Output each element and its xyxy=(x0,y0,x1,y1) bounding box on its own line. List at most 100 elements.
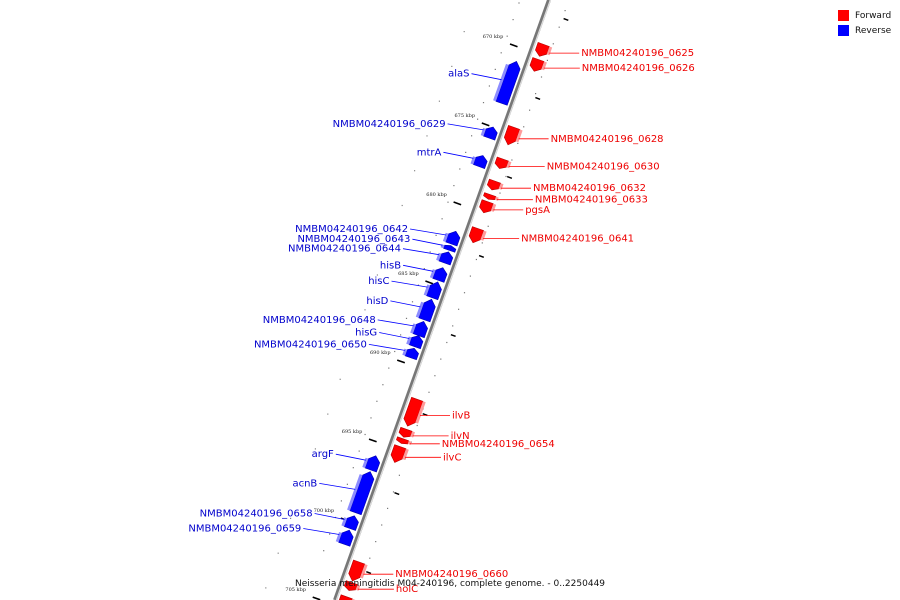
gene-leader-line xyxy=(443,151,474,159)
backbone xyxy=(333,0,552,600)
guide-dot xyxy=(505,175,507,178)
gene-label-ilvn[interactable]: ilvN xyxy=(451,431,470,442)
gene-label-hisg[interactable]: hisG xyxy=(355,328,377,339)
gene-arrow-ilvc[interactable] xyxy=(390,444,407,463)
gene-arrow-mtra[interactable] xyxy=(472,155,488,169)
guide-dot xyxy=(428,391,430,393)
gene-arrow-nmbm04240196-0660[interactable] xyxy=(348,559,366,582)
guide-dot xyxy=(382,384,384,386)
guide-dot xyxy=(540,76,543,78)
gene-label-hisb[interactable]: hisB xyxy=(380,260,401,271)
gene-arrow-nmbm04240196-0625[interactable] xyxy=(535,42,550,57)
scale-tick-label: 685 kbp xyxy=(398,271,419,277)
gene-label-nmbm04240196-0660[interactable]: NMBM04240196_0660 xyxy=(395,569,508,580)
gene-arrow-nmbm04240196-0632[interactable] xyxy=(486,178,502,191)
gene-label-nmbm04240196-0648[interactable]: NMBM04240196_0648 xyxy=(263,315,376,326)
gene-label-nmbm04240196-0644[interactable]: NMBM04240196_0644 xyxy=(288,244,401,255)
gene-bevel xyxy=(493,63,509,102)
guide-dot xyxy=(518,2,520,4)
gene-label-pgsa[interactable]: pgsA xyxy=(525,205,550,216)
gene-label-nmbm04240196-0626[interactable]: NMBM04240196_0626 xyxy=(582,63,695,74)
gene-arrow-nmbm04240196-0641[interactable] xyxy=(468,226,485,244)
gene-arrow-ilvb[interactable] xyxy=(403,396,424,427)
guide-dot xyxy=(277,552,279,554)
gene-arrow-argf[interactable] xyxy=(364,455,381,473)
guide-dot xyxy=(405,317,408,319)
gene-label-hisd[interactable]: hisD xyxy=(366,296,388,307)
gene-features xyxy=(335,42,553,600)
gene-arrow-alas[interactable] xyxy=(495,61,521,106)
legend-reverse: Reverse xyxy=(838,23,891,38)
gene-arrow-nmbm04240196-0654[interactable] xyxy=(396,436,410,445)
gene-label-ilvb[interactable]: ilvB xyxy=(452,410,470,421)
gene-leader-line xyxy=(390,300,421,308)
gene-arrow-nmbm04240196-0633[interactable] xyxy=(483,192,497,201)
gene-arrow-nmbm04240196-0659[interactable] xyxy=(338,529,354,547)
gene-label-nmbm04240196-0654[interactable]: NMBM04240196_0654 xyxy=(442,439,555,450)
gene-leader-line xyxy=(368,344,405,351)
reverse-swatch xyxy=(838,25,849,36)
gene-arrow-hisg[interactable] xyxy=(408,335,424,350)
scale-tick-label: 695 kbp xyxy=(342,429,363,435)
gene-bevel xyxy=(415,301,424,318)
gene-bevel xyxy=(436,252,442,261)
gene-label-nmbm04240196-0643[interactable]: NMBM04240196_0643 xyxy=(297,234,410,245)
guide-dot xyxy=(394,350,396,353)
gene-arrow-nmbm04240196-0643[interactable] xyxy=(443,244,457,253)
gene-arrow-hisb[interactable] xyxy=(432,267,448,283)
gene-leader-line xyxy=(377,319,414,327)
gene-arrow-nmbm04240196-0650[interactable] xyxy=(404,347,419,361)
guide-dot xyxy=(411,301,414,303)
gene-arrow-nmbm04240196-0662[interactable] xyxy=(338,594,353,600)
gene-label-nmbm04240196-0630[interactable]: NMBM04240196_0630 xyxy=(547,162,660,173)
gene-bevel xyxy=(362,457,369,468)
scale-tick xyxy=(453,201,462,206)
gene-arrow-hisc[interactable] xyxy=(426,281,442,301)
gene-label-nmbm04240196-0633[interactable]: NMBM04240196_0633 xyxy=(535,195,648,206)
guide-dot xyxy=(511,159,513,161)
forward-swatch xyxy=(838,10,849,21)
gene-label-nmbm04240196-0629[interactable]: NMBM04240196_0629 xyxy=(333,119,446,130)
gene-bevel xyxy=(480,127,486,137)
guide-dot xyxy=(352,467,354,469)
gene-label-nmbm04240196-0658[interactable]: NMBM04240196_0658 xyxy=(200,509,313,520)
gene-label-holc[interactable]: holC xyxy=(396,584,418,595)
gene-label-mtra[interactable]: mtrA xyxy=(417,147,442,158)
gene-label-nmbm04240196-0632[interactable]: NMBM04240196_0632 xyxy=(533,183,646,194)
gene-label-nmbm04240196-0650[interactable]: NMBM04240196_0650 xyxy=(254,339,367,350)
gene-arrow-ilvn[interactable] xyxy=(398,426,413,438)
gene-arrow-nmbm04240196-0626[interactable] xyxy=(529,57,545,72)
gene-arrow-acnb[interactable] xyxy=(349,471,375,516)
gene-bevel xyxy=(541,61,547,71)
gene-label-hisc[interactable]: hisC xyxy=(368,276,389,287)
gene-arrow-holc[interactable] xyxy=(343,580,358,591)
guide-dot xyxy=(400,334,402,336)
gene-arrow-nmbm04240196-0628[interactable] xyxy=(503,125,521,146)
gene-label-nmbm04240196-0641[interactable]: NMBM04240196_0641 xyxy=(521,233,634,244)
guide-dot xyxy=(389,239,391,241)
gene-label-nmbm04240196-0659[interactable]: NMBM04240196_0659 xyxy=(188,524,301,535)
guide-dot xyxy=(451,65,453,67)
gene-arrow-nmbm04240196-0648[interactable] xyxy=(412,321,428,339)
gene-arrow-nmbm04240196-0629[interactable] xyxy=(483,126,498,141)
gene-label-argf[interactable]: argF xyxy=(312,449,334,460)
gene-bevel xyxy=(360,564,368,579)
scale-tick-label: 700 kbp xyxy=(314,508,335,514)
gene-arrow-nmbm04240196-0630[interactable] xyxy=(494,156,509,169)
gene-arrow-hisd[interactable] xyxy=(418,298,436,323)
gene-label-acnb[interactable]: acnB xyxy=(292,478,317,489)
gene-arrow-nmbm04240196-0658[interactable] xyxy=(343,515,359,531)
gene-arrow-nmbm04240196-0644[interactable] xyxy=(438,251,454,266)
gene-bevel xyxy=(498,183,504,190)
guide-dot xyxy=(494,68,496,70)
guide-dot xyxy=(452,325,454,327)
gene-label-nmbm04240196-0642[interactable]: NMBM04240196_0642 xyxy=(295,224,408,235)
map-caption: Neisseria meningitidis M04-240196, compl… xyxy=(294,579,606,589)
gene-arrow-pgsa[interactable] xyxy=(479,199,494,214)
gene-arrow-nmbm04240196-0642[interactable] xyxy=(445,230,461,247)
gene-label-nmbm04240196-0628[interactable]: NMBM04240196_0628 xyxy=(551,134,664,145)
gene-label-nmbm04240196-0625[interactable]: NMBM04240196_0625 xyxy=(581,48,694,59)
gene-label-ilvc[interactable]: ilvC xyxy=(443,452,461,463)
gene-label-alas[interactable]: alaS xyxy=(448,69,469,80)
